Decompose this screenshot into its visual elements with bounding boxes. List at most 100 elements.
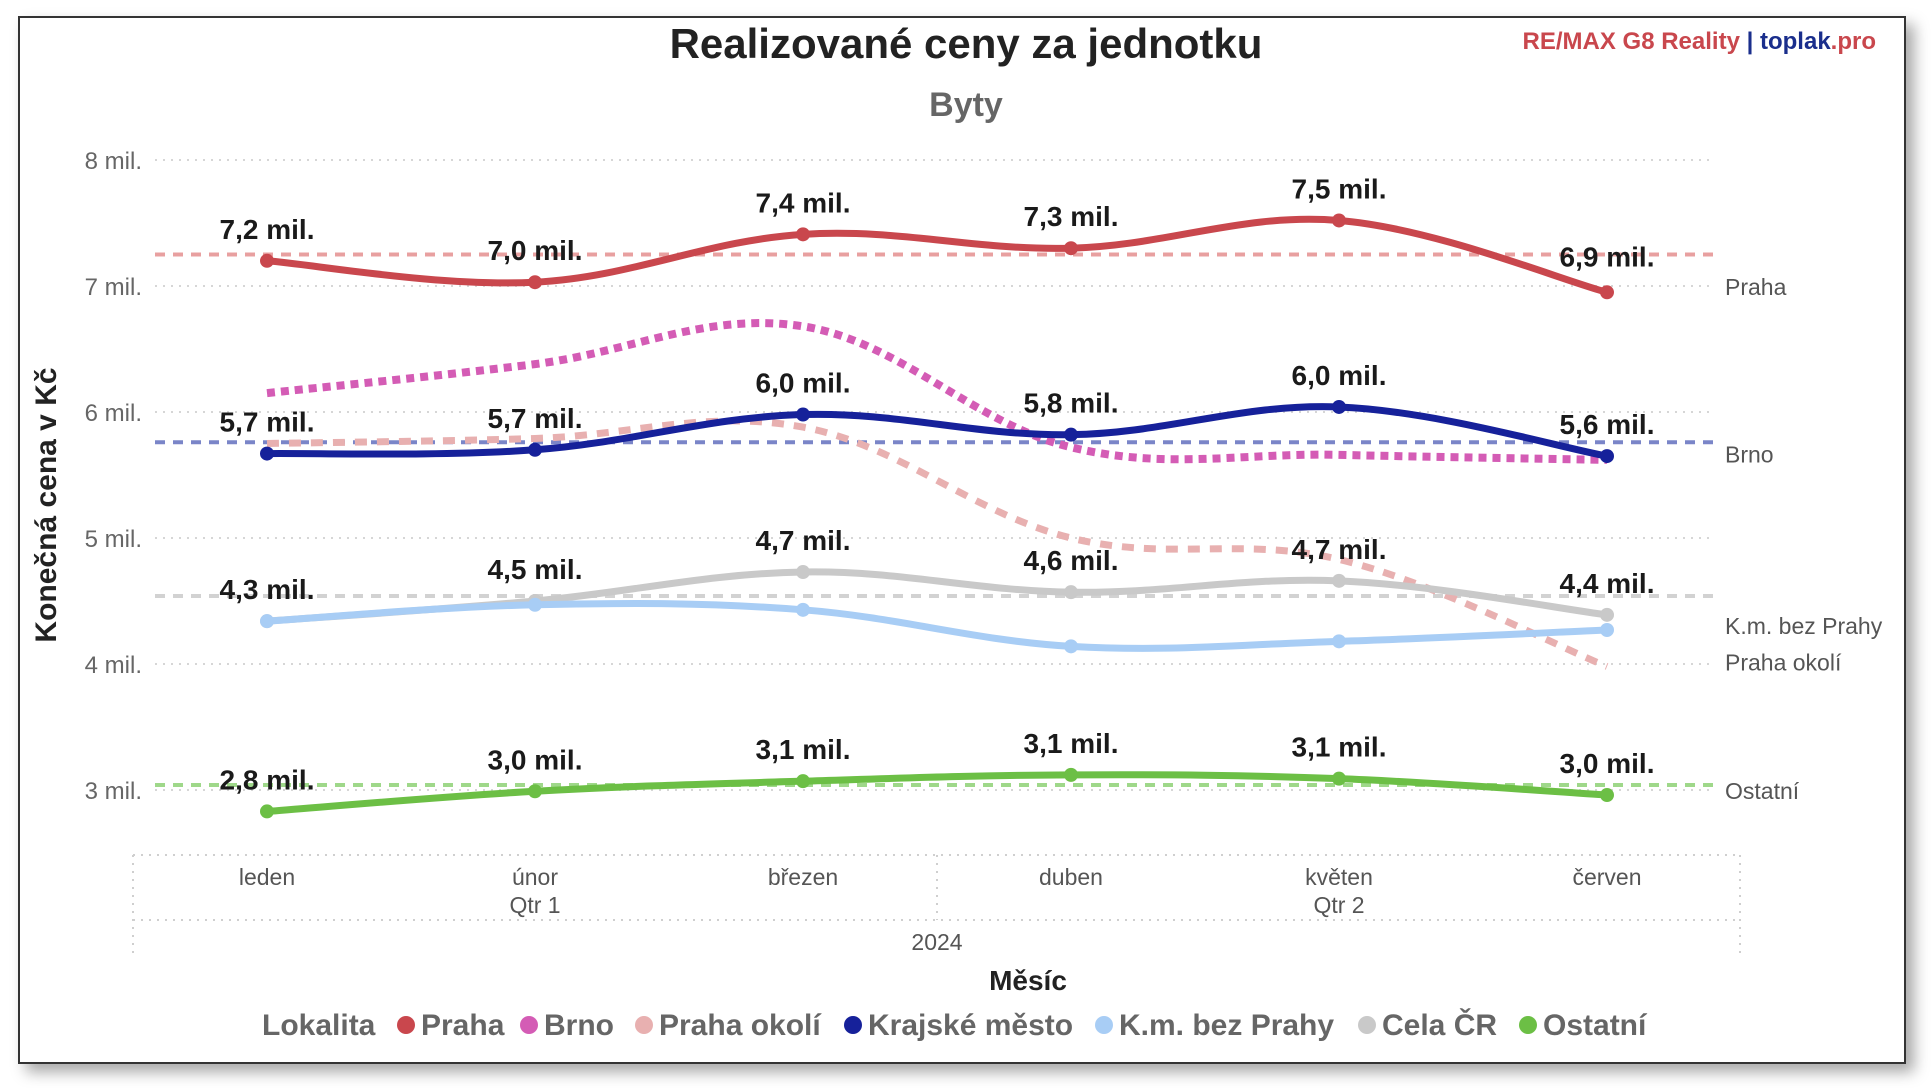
data-point [260, 804, 274, 819]
data-label: 6,0 mil. [1292, 360, 1387, 391]
x-tick-label: únor [512, 864, 558, 890]
x-axis-frame [132, 854, 1741, 955]
data-point [1332, 213, 1346, 228]
legend: Lokalita Praha Brno Praha okolí Krajské měst… [262, 1008, 1648, 1042]
data-label: 3,1 mil. [1024, 728, 1119, 759]
data-label: 4,3 mil. [220, 574, 315, 605]
right-series-label: Praha [1725, 274, 1787, 300]
data-point [1600, 788, 1614, 803]
series-line-brno [266, 319, 1608, 464]
y-tick-label: 8 mil. [85, 148, 142, 175]
data-point [796, 227, 810, 242]
x-quarter-label: Qtr 1 [509, 892, 560, 918]
brand-site: toplak [1759, 28, 1831, 55]
data-point [1064, 427, 1078, 442]
data-point [1600, 607, 1614, 622]
legend-marker [635, 1016, 653, 1034]
data-label: 7,2 mil. [220, 214, 315, 245]
chart-title: Realizované ceny za jednotku [669, 20, 1263, 67]
legend-item-label: K.m. bez Prahy [1119, 1009, 1334, 1042]
data-label: 4,6 mil. [1024, 545, 1119, 576]
data-point [796, 774, 810, 789]
series-line-k-m-bez-prahy [263, 600, 1611, 652]
legend-item-label: Praha [421, 1009, 505, 1042]
x-quarter-label: Qtr 2 [1313, 892, 1364, 918]
legend-item-label: Cela ČR [1382, 1008, 1497, 1042]
data-point [1600, 622, 1614, 637]
data-point [1064, 639, 1078, 654]
legend-marker [844, 1016, 862, 1034]
data-point [1064, 241, 1078, 256]
data-label: 5,7 mil. [488, 403, 583, 434]
data-label: 3,1 mil. [756, 734, 851, 765]
data-label: 6,9 mil. [1560, 241, 1655, 272]
data-label: 4,7 mil. [1292, 534, 1387, 565]
x-tick-label: leden [239, 864, 295, 890]
data-label: 3,0 mil. [1560, 748, 1655, 779]
x-tick-label: červen [1572, 864, 1641, 890]
data-point [528, 597, 542, 612]
y-axis-label: Konečná cena v Kč [30, 367, 63, 642]
x-tick-label: duben [1039, 864, 1103, 890]
y-tick-label: 5 mil. [85, 526, 142, 553]
right-series-label: Ostatní [1725, 778, 1800, 804]
y-tick-label: 3 mil. [85, 778, 142, 805]
legend-marker [520, 1016, 538, 1034]
data-point [796, 565, 810, 580]
right-series-label: Brno [1725, 442, 1774, 468]
data-point [528, 442, 542, 457]
data-label: 5,7 mil. [220, 407, 315, 438]
series-line-krajsk-m-sto [263, 403, 1611, 460]
data-label: 5,6 mil. [1560, 409, 1655, 440]
data-label: 4,4 mil. [1560, 568, 1655, 599]
data-point [1064, 585, 1078, 600]
data-label: 7,4 mil. [756, 187, 851, 218]
data-point [1332, 573, 1346, 588]
data-label: 7,3 mil. [1024, 201, 1119, 232]
legend-marker [1095, 1016, 1113, 1034]
data-point [1600, 449, 1614, 464]
data-label: 4,7 mil. [756, 525, 851, 556]
brand-watermark: RE/MAX G8 Reality | toplak.pro [1523, 28, 1876, 56]
data-label: 3,0 mil. [488, 744, 583, 775]
legend-marker [1519, 1016, 1537, 1034]
legend-item-label: Krajské město [868, 1009, 1073, 1042]
brand-tld: .pro [1830, 28, 1876, 55]
data-point [260, 614, 274, 629]
legend-item-label: Ostatní [1543, 1009, 1648, 1042]
series-line-ostatn- [263, 771, 1611, 815]
y-tick-label: 6 mil. [85, 400, 142, 427]
legend-marker [1358, 1016, 1376, 1034]
data-point [796, 602, 810, 617]
data-point [260, 446, 274, 461]
data-point [1332, 634, 1346, 649]
series-line-praha [263, 215, 1611, 296]
data-point [528, 275, 542, 290]
data-label: 6,0 mil. [756, 368, 851, 399]
data-point [1064, 767, 1078, 782]
data-label: 2,8 mil. [220, 764, 315, 795]
brand-remax: RE/MAX G8 Reality [1522, 28, 1740, 55]
legend-marker [397, 1016, 415, 1034]
brand-separator: | [1746, 28, 1754, 55]
data-point [260, 253, 274, 268]
right-series-label: K.m. bez Prahy [1725, 613, 1883, 639]
y-tick-label: 4 mil. [85, 652, 142, 679]
x-year-label: 2024 [911, 929, 962, 955]
data-point [1332, 399, 1346, 414]
data-label: 5,8 mil. [1024, 388, 1119, 419]
data-point [528, 784, 542, 799]
legend-item-label: Brno [544, 1009, 614, 1042]
data-point [1332, 771, 1346, 786]
x-tick-label: květen [1305, 864, 1373, 890]
data-label: 4,5 mil. [488, 554, 583, 585]
data-label: 7,5 mil. [1292, 173, 1387, 204]
legend-title: Lokalita [262, 1009, 376, 1042]
data-label: 7,0 mil. [488, 235, 583, 266]
legend-item-label: Praha okolí [659, 1009, 822, 1042]
chart-subtitle: Byty [929, 86, 1003, 124]
x-axis-label: Měsíc [989, 965, 1067, 996]
data-point [796, 407, 810, 422]
data-point [1600, 285, 1614, 300]
